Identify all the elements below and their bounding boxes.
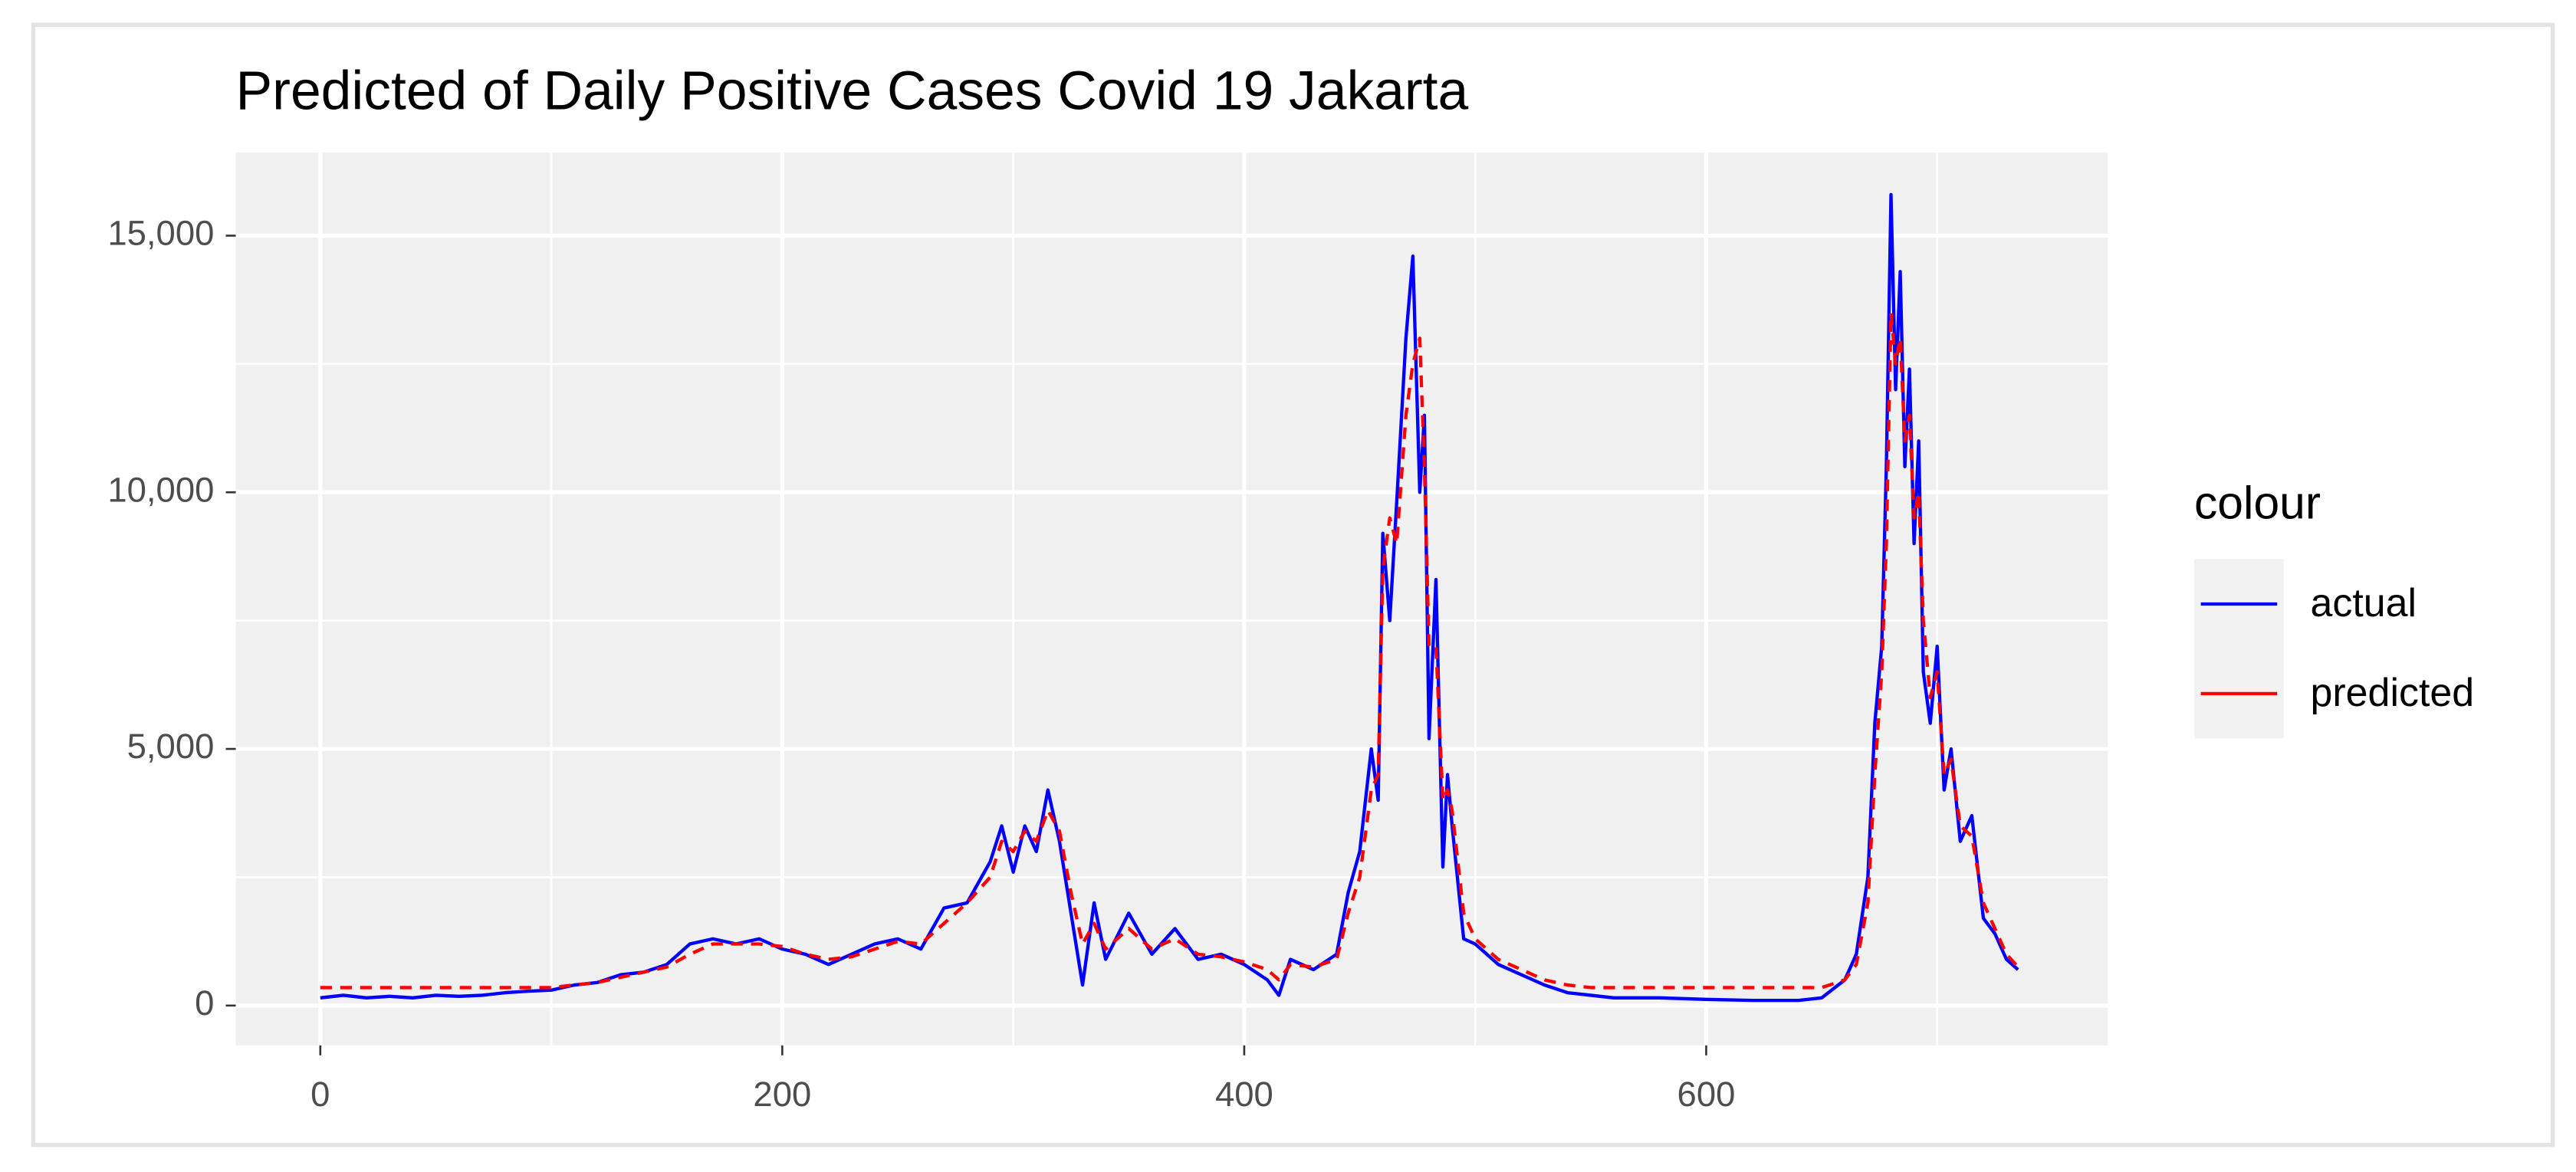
legend-label: predicted [2311, 671, 2475, 715]
y-tick-label: 5,000 [127, 727, 215, 766]
x-tick-label: 0 [310, 1075, 330, 1114]
axes: 0 200 400 600 0 5,000 10,000 15,000 [107, 213, 1735, 1113]
lines [320, 192, 2019, 1003]
x-tick-label: 400 [1215, 1075, 1273, 1114]
legend-label: actual [2311, 581, 2417, 625]
grid [235, 153, 2108, 1046]
chart-title: Predicted of Daily Positive Cases Covid … [236, 60, 1469, 121]
y-tick-label: 10,000 [107, 470, 214, 509]
plot-panel [235, 153, 2108, 1046]
legend: colour actual predicted [2193, 476, 2475, 739]
series-line [320, 310, 2019, 990]
x-tick-label: 600 [1677, 1075, 1736, 1114]
y-tick-label: 0 [195, 983, 214, 1023]
series-line [320, 192, 2019, 1003]
y-tick-label: 15,000 [107, 213, 214, 252]
x-tick-label: 200 [753, 1075, 811, 1114]
legend-title: colour [2194, 476, 2321, 528]
